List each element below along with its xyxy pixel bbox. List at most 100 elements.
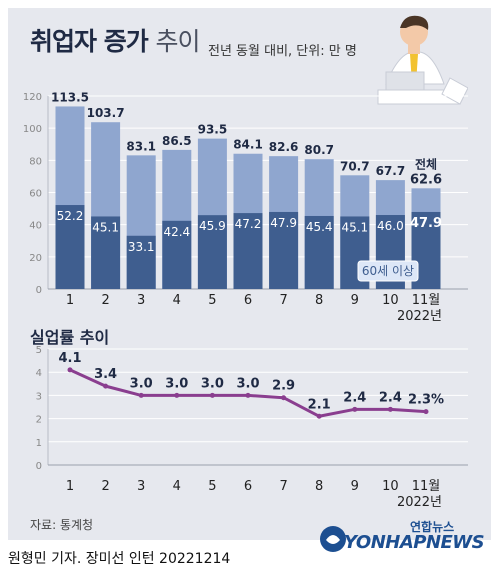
- bar-total-value-label: 62.6: [410, 172, 442, 187]
- unit-note: 전년 동월 대비, 단위: 만 명: [208, 44, 357, 59]
- unemployment-line-chart: 실업률 추이 0 1 2 3 4 5 4.1 1 3.4 2 3.0 3 3.0 4 3.0 5 3.0 6 2.9…: [30, 328, 468, 510]
- bar-senior: [162, 220, 192, 289]
- line-value-label: 2.4: [343, 390, 366, 405]
- line-x-tick-label: 5: [208, 479, 216, 494]
- line-y-tick-label: 0: [36, 461, 42, 472]
- bar-senior: [269, 211, 299, 289]
- logo-english: YONHAPNEWS: [344, 532, 485, 553]
- bar-senior-value-label: 42.4: [163, 225, 190, 239]
- bar-senior-value-label: 47.2: [235, 217, 262, 231]
- line-chart-axis: 실업률 추이 0 1 2 3 4 5: [30, 328, 468, 472]
- bar-senior-value-label: 52.2: [57, 209, 84, 223]
- line-value-label: 3.0: [201, 376, 224, 391]
- bar-senior-value-label: 45.4: [306, 220, 333, 234]
- bar-senior-value-label: 47.9: [410, 216, 442, 231]
- byline: 원형민 기자. 장미선 인턴 20221214: [8, 551, 231, 567]
- line-x-tick-label: 10: [382, 479, 399, 494]
- line-chart-title: 실업률 추이: [30, 328, 109, 347]
- line-point: [352, 406, 358, 412]
- legend-senior-badge: [357, 260, 419, 282]
- bar-total-value-label: 103.7: [87, 106, 125, 120]
- legend-senior-label: 60세 이상: [362, 264, 414, 278]
- line-value-label: 2.4: [379, 390, 402, 405]
- bar-x-tick-label: 10: [382, 293, 399, 308]
- bar-x-year-note: 2022년: [397, 309, 442, 324]
- bar-x-tick-label: 5: [208, 293, 216, 308]
- bar-senior-value-label: 45.1: [341, 220, 368, 234]
- line-point: [67, 367, 73, 373]
- bar-senior-value-label: 45.1: [92, 220, 119, 234]
- bar-x-tick-label: 8: [315, 293, 323, 308]
- bar-y-tick-label: 100: [23, 124, 42, 135]
- bar-x-tick-label: 1: [66, 293, 74, 308]
- bar-total-value-label: 84.1: [233, 138, 263, 152]
- line-y-tick-label: 3: [36, 391, 42, 402]
- line-point: [387, 406, 393, 412]
- line-x-tick-label: 11월: [412, 479, 441, 494]
- line-value-label: 3.0: [236, 376, 259, 391]
- line-x-tick-label: 4: [173, 479, 181, 494]
- legend-total-label: 전체: [415, 156, 437, 171]
- bar-total-value-label: 67.7: [376, 164, 406, 178]
- bar-total-value-label: 86.5: [162, 134, 192, 148]
- line-value-label: 3.0: [165, 376, 188, 391]
- yonhap-logo: 연합뉴스 YONHAPNEWS: [318, 518, 494, 560]
- bar-x-tick-label: 3: [137, 293, 145, 308]
- bar-senior-value-label: 45.9: [199, 219, 226, 233]
- bar-total-value-label: 113.5: [51, 90, 89, 104]
- bar-senior-value-label: 46.0: [377, 219, 404, 233]
- bar-x-tick-label: 4: [173, 293, 181, 308]
- bar-y-tick-label: 0: [36, 285, 42, 296]
- bar-x-tick-label: 7: [279, 293, 287, 308]
- employment-bar-chart: 0 20 40 60 80 100 120 113.5 52.2 1 103.7 45.1 2 83.1…: [23, 90, 468, 324]
- bar-senior-value-label: 47.9: [270, 216, 297, 230]
- bar-chart-labels: 113.5 52.2 1 103.7 45.1 2 83.1 33.1 3 86.5 42.4 4 93…: [51, 90, 442, 324]
- logo-korean: 연합뉴스: [410, 520, 455, 534]
- line-point: [316, 413, 322, 419]
- line-y-tick-label: 1: [36, 438, 42, 449]
- bar-y-tick-label: 60: [29, 189, 42, 200]
- line-x-tick-label: 9: [351, 479, 359, 494]
- bar-x-tick-label: 2: [101, 293, 109, 308]
- line-x-tick-label: 2: [101, 479, 109, 494]
- line-x-tick-label: 8: [315, 479, 323, 494]
- yonhap-mark-icon: [320, 526, 346, 552]
- bar-total-value-label: 93.5: [198, 123, 228, 137]
- bar-senior: [197, 215, 227, 289]
- line-point: [103, 383, 109, 389]
- line-x-tick-label: 6: [244, 479, 252, 494]
- bar-chart-bars: [55, 106, 441, 290]
- page-title: 취업자 증가 추이: [30, 27, 200, 56]
- line-y-tick-label: 2: [36, 415, 42, 426]
- bar-senior: [233, 213, 263, 289]
- bar-senior: [91, 216, 121, 289]
- bar-total-value-label: 83.1: [126, 139, 156, 153]
- bar-senior-value-label: 33.1: [128, 240, 155, 254]
- line-x-tick-label: 1: [66, 479, 74, 494]
- line-point: [174, 392, 180, 398]
- bar-y-tick-label: 80: [29, 156, 42, 167]
- line-point: [209, 392, 215, 398]
- bar-senior: [304, 215, 334, 289]
- line-point: [281, 395, 287, 401]
- line-value-label: 2.9: [272, 379, 295, 394]
- bar-x-tick-label: 11월: [412, 293, 441, 308]
- bar-senior: [126, 235, 156, 289]
- bar-x-tick-label: 9: [351, 293, 359, 308]
- source-note: 자료: 통계청: [30, 518, 94, 532]
- bar-y-tick-label: 40: [29, 221, 42, 232]
- line-point: [423, 409, 429, 415]
- line-value-label: 4.1: [58, 351, 81, 366]
- bar-total-value-label: 82.6: [269, 140, 299, 154]
- office-worker-illustration: [377, 15, 468, 105]
- line-point: [245, 392, 251, 398]
- line-y-tick-label: 5: [36, 345, 42, 356]
- line-x-tick-label: 3: [137, 479, 145, 494]
- bar-senior: [55, 205, 85, 289]
- line-x-year-note: 2022년: [397, 495, 442, 510]
- line-value-label: 2.1: [308, 397, 331, 412]
- bar-total-value-label: 70.7: [340, 159, 370, 173]
- line-value-label: 3.0: [130, 376, 153, 391]
- bar-total-value-label: 80.7: [304, 143, 334, 157]
- line-value-label: 3.4: [94, 367, 117, 382]
